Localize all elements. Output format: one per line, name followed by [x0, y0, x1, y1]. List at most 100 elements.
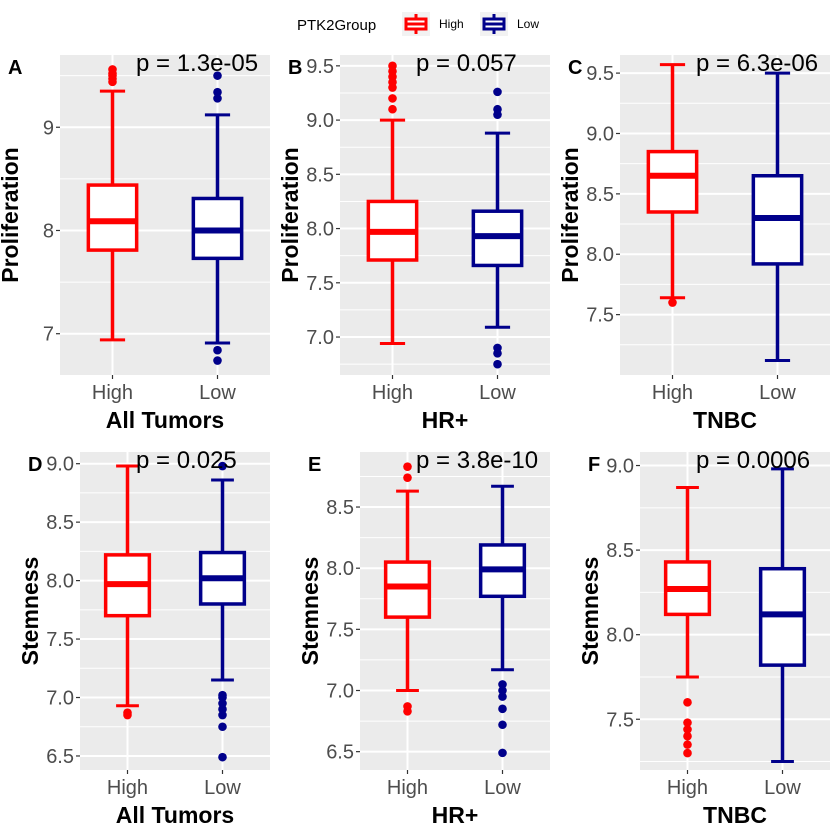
outlier-point [218, 752, 227, 762]
y-tick-label: 7.0 [326, 681, 354, 703]
outlier-point [213, 356, 222, 365]
y-tick-label: 8 [43, 220, 54, 242]
box-low [478, 484, 527, 758]
y-tick-label: 7.0 [306, 327, 334, 349]
y-tick-label: 9.0 [586, 123, 614, 145]
outlier-point [498, 748, 507, 758]
panel-letter: B [288, 57, 302, 79]
x-tick-label: Low [204, 777, 241, 799]
box-iqr [86, 183, 139, 252]
y-tick-label: 7.5 [606, 709, 634, 731]
y-axis-title: Proliferation [0, 147, 23, 282]
box-low [198, 461, 247, 762]
x-axis-title: HR+ [422, 407, 469, 433]
p-value: p = 1.3e-05 [136, 50, 258, 77]
box-low [751, 71, 804, 363]
box-high [383, 462, 432, 716]
legend-key-low [480, 12, 508, 36]
box-iqr [646, 149, 699, 214]
pvalue-group: p = 0.025 [136, 447, 237, 474]
y-tick-label: 8.0 [326, 558, 354, 580]
pvalue-group: p = 1.3e-05 [136, 50, 258, 77]
outlier-point [493, 104, 502, 114]
x-tick-label: High [667, 777, 708, 799]
y-tick-label: 7 [43, 324, 54, 346]
panel-letter: D [28, 454, 42, 476]
y-tick-label: 8.5 [326, 497, 354, 519]
y-tick-label: 8.0 [46, 571, 74, 593]
outlier-point [403, 473, 412, 482]
box-low [191, 71, 244, 365]
outlier-point [493, 87, 502, 97]
outlier-point [388, 94, 397, 103]
pvalue-group: p = 6.3e-06 [696, 50, 818, 77]
outlier-point [683, 731, 692, 741]
outlier-point [498, 720, 507, 730]
legend-title: PTK2Group [297, 17, 376, 34]
legend-label-high: High [439, 17, 464, 31]
outlier-point [683, 748, 692, 758]
panel-e: 6.5 7.0 7.5 8.0 8.5 High Low E p = 3.8e-10 HR+ Ste… [297, 447, 550, 828]
y-tick-label: 8.0 [606, 625, 634, 647]
outlier-point [218, 722, 227, 732]
x-tick-label: High [107, 777, 148, 799]
outlier-point [683, 725, 692, 734]
x-tick-label: Low [759, 382, 796, 404]
outlier-point [213, 345, 222, 355]
box-low [471, 87, 524, 369]
y-tick-label: 8.5 [306, 164, 334, 186]
x-axis-title: All Tumors [106, 407, 224, 433]
panel-letter: A [8, 57, 22, 79]
p-value: p = 0.0006 [696, 447, 810, 474]
y-axis-title: Proliferation [277, 147, 303, 282]
outlier-point [498, 680, 507, 689]
outlier-point [123, 708, 132, 718]
y-axis-title: Stemness [17, 557, 43, 666]
y-tick-label: 7.5 [46, 629, 74, 651]
x-axis-title: All Tumors [116, 802, 234, 828]
x-axis-title: HR+ [432, 802, 479, 828]
panel-d: 6.5 7.0 7.5 8.0 8.5 9.0 High Low D p = 0.025 All T… [17, 447, 270, 828]
pvalue-group: p = 0.0006 [696, 447, 810, 474]
outlier-point [683, 698, 692, 707]
y-tick-label: 8.5 [586, 184, 614, 206]
outlier-point [403, 462, 412, 471]
y-tick-label: 8.5 [46, 512, 74, 534]
panel-b: 7.0 7.5 8.0 8.5 9.0 9.5 High Low B p = 0.057 HR+ Pr… [277, 50, 550, 433]
y-axis-title: Stemness [577, 557, 603, 666]
outlier-point [668, 298, 677, 307]
box-high [86, 65, 139, 342]
y-tick-label: 8.0 [586, 244, 614, 266]
panel-a: 7 8 9 High Low A p = 1.3e-05 All Tumors Prolifer… [0, 50, 270, 433]
outlier-point [388, 104, 397, 114]
y-tick-label: 6.5 [46, 746, 74, 768]
p-value: p = 0.025 [136, 447, 237, 474]
panel-letter: F [588, 454, 600, 476]
y-tick-label: 7.5 [306, 273, 334, 295]
p-value: p = 0.057 [416, 50, 517, 77]
y-tick-label: 7.5 [326, 619, 354, 641]
x-tick-label: High [387, 777, 428, 799]
box-low [758, 467, 807, 764]
y-tick-label: 9.0 [306, 110, 334, 132]
box-high [646, 63, 699, 307]
outlier-point [218, 461, 227, 471]
outlier-point [493, 343, 502, 353]
y-tick-label: 9.0 [46, 454, 74, 476]
outlier-point [213, 87, 222, 97]
outlier-point [388, 61, 397, 71]
y-tick-label: 8.5 [606, 540, 634, 562]
x-tick-label: High [372, 382, 413, 404]
x-tick-label: Low [484, 777, 521, 799]
panel-letter: C [568, 57, 582, 79]
y-axis-title: Proliferation [557, 147, 583, 282]
outlier-point [498, 692, 507, 701]
outlier-point [498, 686, 507, 695]
x-axis-title: TNBC [693, 407, 757, 433]
outlier-point [213, 71, 222, 80]
outlier-point [683, 718, 692, 727]
outlier-point [683, 740, 692, 749]
outlier-point [218, 690, 227, 700]
outlier-point [213, 94, 222, 103]
outlier-point [108, 65, 117, 74]
